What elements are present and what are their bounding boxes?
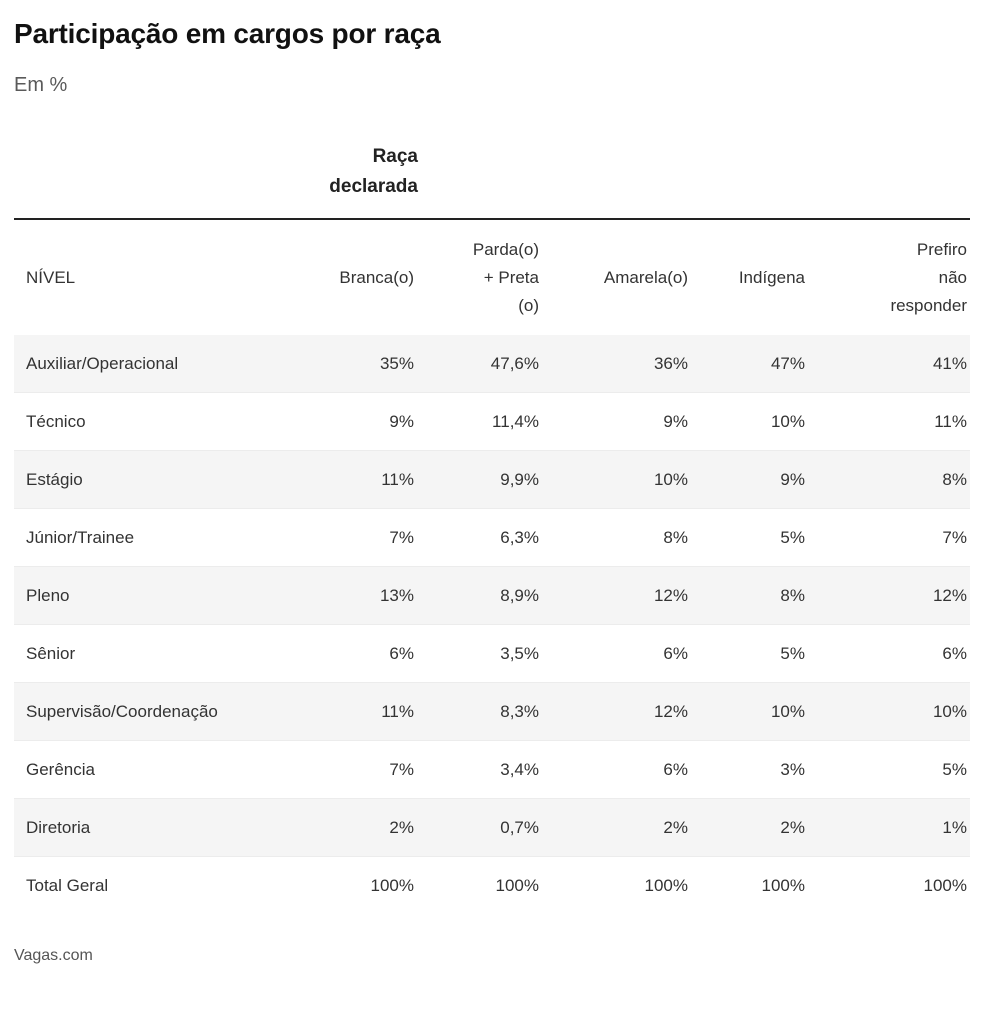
row-label: Júnior/Trainee bbox=[26, 527, 135, 547]
race-participation-table: NÍVEL Branca(o) Parda(o) + Preta (o) Ama… bbox=[14, 218, 970, 915]
cell-value: 9% bbox=[780, 469, 805, 489]
cell-value: 41% bbox=[932, 353, 967, 373]
cell-value: 6% bbox=[663, 759, 688, 779]
cell-value: 0,7% bbox=[500, 817, 539, 837]
cell-value: 10% bbox=[770, 701, 805, 721]
table-group-header: Raça declarada bbox=[329, 146, 418, 197]
row-label: Estágio bbox=[26, 469, 83, 489]
source-credit: Vagas.com bbox=[14, 947, 93, 964]
table-row: Supervisão/Coordenação 11% 8,3% 12% 10% … bbox=[14, 683, 970, 741]
cell-value: 13% bbox=[379, 585, 414, 605]
cell-value: 100% bbox=[370, 876, 414, 895]
cell-value: 5% bbox=[942, 759, 967, 779]
cell-value: 100% bbox=[761, 876, 805, 895]
cell-value: 1% bbox=[942, 817, 967, 837]
cell-value: 3% bbox=[780, 759, 805, 779]
cell-value: 10% bbox=[770, 411, 805, 431]
cell-value: 9,9% bbox=[500, 469, 539, 489]
table-row: Técnico 9% 11,4% 9% 10% 11% bbox=[14, 393, 970, 451]
column-header-indigena: Indígena bbox=[738, 267, 805, 287]
column-header-branca: Branca(o) bbox=[339, 267, 414, 287]
page-title: Participação em cargos por raça bbox=[14, 18, 441, 49]
cell-value: 8,3% bbox=[500, 701, 539, 721]
table-header-row: NÍVEL Branca(o) Parda(o) + Preta (o) Ama… bbox=[14, 218, 970, 335]
cell-value: 7% bbox=[389, 759, 414, 779]
row-label: Pleno bbox=[26, 585, 70, 605]
cell-value: 8% bbox=[663, 527, 688, 547]
cell-value: 6% bbox=[663, 643, 688, 663]
cell-value: 10% bbox=[653, 469, 688, 489]
column-header-nivel: NÍVEL bbox=[26, 267, 76, 287]
cell-value: 11% bbox=[381, 701, 414, 721]
cell-value: 9% bbox=[389, 411, 414, 431]
table-row: Gerência 7% 3,4% 6% 3% 5% bbox=[14, 741, 970, 799]
table-row: Estágio 11% 9,9% 10% 9% 8% bbox=[14, 451, 970, 509]
cell-value: 10% bbox=[932, 701, 967, 721]
cell-value: 12% bbox=[932, 585, 967, 605]
row-label: Total Geral bbox=[26, 876, 109, 895]
table-row: Diretoria 2% 0,7% 2% 2% 1% bbox=[14, 799, 970, 857]
cell-value: 100% bbox=[495, 876, 539, 895]
row-label: Diretoria bbox=[26, 817, 91, 837]
cell-value: 11% bbox=[381, 469, 414, 489]
infographic-page: Participação em cargos por raça Em % Raç… bbox=[0, 16, 984, 965]
page-subtitle: Em % bbox=[14, 74, 68, 96]
column-header-parda-preta: Parda(o) + Preta (o) bbox=[472, 239, 539, 315]
table-row: Auxiliar/Operacional 35% 47,6% 36% 47% 4… bbox=[14, 335, 970, 393]
cell-value: 8% bbox=[780, 585, 805, 605]
cell-value: 7% bbox=[942, 527, 967, 547]
cell-value: 36% bbox=[653, 353, 688, 373]
table-row-total: Total Geral 100% 100% 100% 100% 100% bbox=[14, 857, 970, 915]
cell-value: 11,4% bbox=[492, 411, 539, 431]
cell-value: 100% bbox=[644, 876, 688, 895]
cell-value: 6% bbox=[389, 643, 414, 663]
cell-value: 8% bbox=[942, 469, 967, 489]
cell-value: 11% bbox=[934, 411, 967, 431]
cell-value: 9% bbox=[663, 411, 688, 431]
cell-value: 2% bbox=[780, 817, 805, 837]
row-label: Supervisão/Coordenação bbox=[26, 701, 218, 721]
cell-value: 47,6% bbox=[490, 353, 539, 373]
table-body: Auxiliar/Operacional 35% 47,6% 36% 47% 4… bbox=[14, 335, 970, 915]
table-row: Pleno 13% 8,9% 12% 8% 12% bbox=[14, 567, 970, 625]
cell-value: 5% bbox=[780, 527, 805, 547]
cell-value: 2% bbox=[389, 817, 414, 837]
cell-value: 6,3% bbox=[500, 527, 539, 547]
cell-value: 3,4% bbox=[500, 759, 539, 779]
column-header-amarela: Amarela(o) bbox=[603, 267, 688, 287]
column-header-prefiro-nao-responder: Prefiro não responder bbox=[890, 239, 967, 315]
row-label: Auxiliar/Operacional bbox=[26, 353, 179, 373]
cell-value: 2% bbox=[663, 817, 688, 837]
row-label: Gerência bbox=[26, 759, 95, 779]
row-label: Sênior bbox=[26, 643, 76, 663]
cell-value: 12% bbox=[653, 701, 688, 721]
cell-value: 12% bbox=[653, 585, 688, 605]
row-label: Técnico bbox=[26, 411, 86, 431]
cell-value: 5% bbox=[780, 643, 805, 663]
table-row: Júnior/Trainee 7% 6,3% 8% 5% 7% bbox=[14, 509, 970, 567]
table-row: Sênior 6% 3,5% 6% 5% 6% bbox=[14, 625, 970, 683]
cell-value: 7% bbox=[389, 527, 414, 547]
cell-value: 3,5% bbox=[500, 643, 539, 663]
cell-value: 35% bbox=[379, 353, 414, 373]
cell-value: 47% bbox=[770, 353, 805, 373]
cell-value: 8,9% bbox=[500, 585, 539, 605]
cell-value: 6% bbox=[942, 643, 967, 663]
cell-value: 100% bbox=[923, 876, 967, 895]
